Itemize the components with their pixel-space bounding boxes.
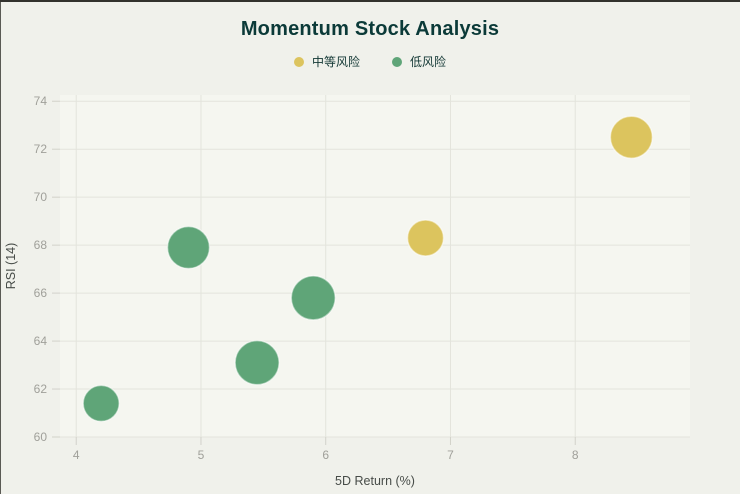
x-tick-label: 5: [198, 448, 205, 462]
legend-swatch-icon: [293, 56, 304, 67]
capture-left-edge: [0, 0, 1, 494]
data-bubble-低风险[interactable]: [166, 225, 211, 270]
y-tick-label: 66: [34, 286, 48, 300]
y-tick-label: 70: [34, 190, 48, 204]
y-tick-label: 68: [34, 238, 48, 252]
legend-item-1[interactable]: 低风险: [392, 53, 446, 70]
y-tick-label: 72: [34, 142, 48, 156]
y-tick-label: 60: [34, 430, 48, 444]
data-bubble-低风险[interactable]: [290, 275, 336, 321]
data-bubble-低风险[interactable]: [234, 339, 280, 386]
chart-title: Momentum Stock Analysis: [240, 18, 500, 40]
y-tick-label: 74: [34, 94, 48, 108]
plot-area: [60, 95, 690, 437]
legend-item-0[interactable]: 中等风险: [293, 53, 360, 70]
legend-item-label: 低风险: [410, 55, 447, 69]
data-bubble-中等风险[interactable]: [609, 115, 654, 159]
x-tick-label: 8: [572, 448, 579, 462]
legend-item-label: 中等风险: [311, 55, 360, 69]
capture-top-edge: [0, 0, 740, 2]
data-bubble-低风险[interactable]: [82, 384, 120, 423]
legend-swatch-icon: [392, 56, 402, 67]
chart-header: Momentum Stock Analysis 中等风险 低风险: [0, 0, 740, 70]
x-tick-label: 7: [447, 448, 454, 462]
y-axis-title: RSI (14): [4, 243, 18, 290]
data-bubble-中等风险[interactable]: [406, 219, 445, 257]
x-tick-label: 6: [322, 448, 329, 462]
x-tick-label: 4: [73, 448, 80, 462]
legend: 中等风险 低风险: [0, 53, 740, 70]
y-tick-label: 62: [34, 382, 48, 396]
y-tick-label: 64: [34, 334, 48, 348]
x-axis-title: 5D Return (%): [335, 474, 415, 488]
